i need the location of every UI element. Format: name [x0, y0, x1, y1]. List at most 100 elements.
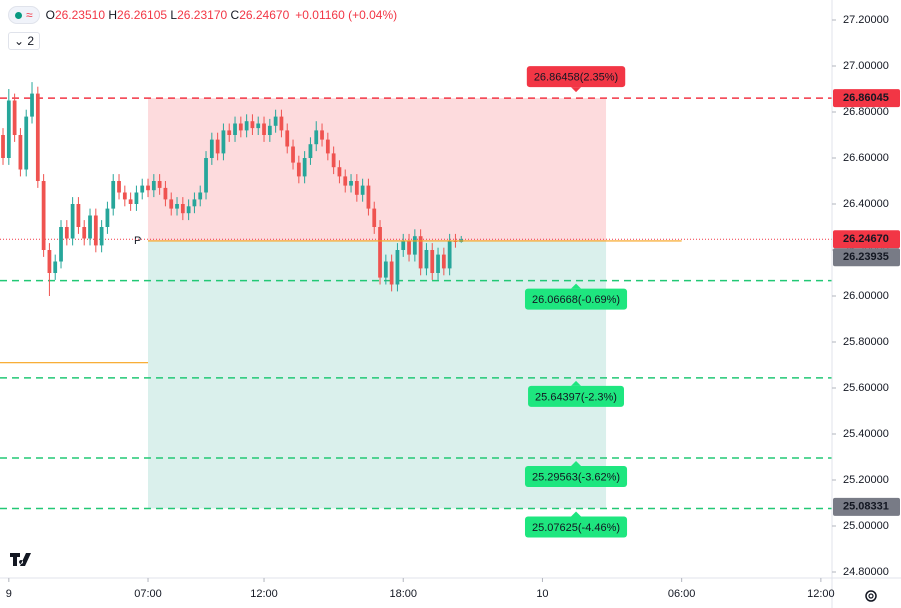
candle-body — [59, 227, 63, 262]
candle-body — [99, 227, 104, 246]
candle-body — [76, 204, 81, 227]
level-label-text: 26.86458(2.35%) — [534, 72, 618, 84]
candle-body — [198, 192, 203, 200]
y-tick-label: 26.40000 — [843, 198, 889, 210]
x-tick-label: 18:00 — [389, 588, 417, 600]
level-label: 25.07625(-4.46%) — [524, 511, 628, 538]
y-tick-label: 25.40000 — [843, 428, 889, 440]
y-tick-label: 27.00000 — [843, 60, 889, 72]
x-tick-label: 12:00 — [807, 588, 835, 600]
candle-body — [360, 185, 365, 195]
candle-body — [169, 199, 174, 209]
candle-body — [227, 130, 232, 135]
indicator-count[interactable]: ⌄ 2 — [8, 32, 41, 50]
price-tag-label: 26.24670 — [843, 233, 889, 245]
y-tick-label: 25.00000 — [843, 520, 889, 532]
x-tick-label: 12:00 — [250, 588, 278, 600]
y-tick-label: 24.80000 — [843, 566, 889, 578]
ohlc-key: C — [230, 8, 240, 22]
level-label-pointer — [571, 283, 582, 289]
level-label-box — [524, 466, 628, 488]
candle-body — [412, 236, 417, 255]
candle-body — [256, 123, 261, 129]
candle-body — [238, 123, 243, 131]
candle-body — [436, 254, 440, 273]
y-tick-label: 25.80000 — [843, 336, 889, 348]
candle-body — [140, 185, 145, 193]
y-tick-label: 26.00000 — [843, 290, 889, 302]
level-label-text: 26.06668(-0.69%) — [532, 294, 620, 306]
level-label-pointer — [571, 87, 582, 93]
candle-body — [146, 185, 150, 191]
candle-body — [337, 167, 342, 177]
settings-icon[interactable] — [865, 590, 877, 602]
candle-body — [447, 240, 452, 269]
profit-zone — [148, 98, 607, 241]
loss-zone — [148, 240, 607, 509]
price-tag — [833, 89, 900, 108]
plot-area: P — [0, 82, 832, 510]
candle-body — [53, 261, 58, 273]
y-tick-label: 25.60000 — [843, 382, 889, 394]
symbol-status[interactable]: ≈ — [8, 6, 40, 24]
candle-body — [424, 250, 429, 269]
ohlc-key: H — [108, 8, 118, 22]
candle-body — [215, 139, 220, 154]
level-label-text: 25.64397(-2.3%) — [535, 391, 617, 403]
price-tag-label: 25.08331 — [843, 501, 889, 513]
candle-body — [209, 139, 214, 158]
x-tick-label: 9 — [6, 588, 12, 600]
level-label-box — [524, 288, 628, 310]
level-label: 25.29563(-3.62%) — [524, 461, 628, 488]
candle-body — [128, 199, 133, 204]
level-label-text: 25.07625(-4.46%) — [532, 522, 620, 534]
candle-body — [331, 153, 336, 168]
candle-body — [18, 135, 23, 170]
candle-body — [151, 181, 156, 191]
candle-body — [233, 123, 237, 135]
candle-body — [441, 254, 446, 269]
candle-body — [262, 123, 266, 135]
ohlc-value: 26.23170 — [177, 8, 228, 22]
change: +0.01160 (+0.04%) — [295, 8, 398, 22]
candle-body — [354, 181, 359, 195]
candle-body — [285, 130, 290, 147]
candle-body — [372, 208, 377, 227]
price-tag-label: 26.86045 — [843, 92, 889, 104]
level-label-pointer — [571, 380, 582, 386]
level-label: 26.06668(-0.69%) — [524, 283, 628, 310]
logo[interactable] — [10, 553, 31, 566]
candle-body — [93, 215, 98, 246]
ohlc-value: 26.24670 — [239, 8, 290, 22]
candle-body — [6, 100, 11, 158]
x-tick-label: 07:00 — [134, 588, 162, 600]
candle-body — [250, 121, 255, 129]
candle-body — [267, 125, 272, 135]
level-label-box — [524, 516, 628, 538]
candle-body — [395, 250, 400, 285]
candle-body — [1, 135, 5, 158]
level-label-text: 25.29563(-3.62%) — [532, 471, 620, 483]
legend-header: ≈ O26.23510 H26.26105 L26.23170 C26.2467… — [8, 6, 397, 24]
candle-body — [302, 158, 307, 177]
candle-body — [273, 116, 278, 126]
candle-body — [157, 181, 162, 188]
price-tag — [833, 497, 900, 516]
candle-body — [401, 240, 406, 250]
ohlc-values: O26.23510 H26.26105 L26.23170 C26.24670 — [46, 8, 290, 22]
candle-body — [389, 261, 394, 285]
price-tag-label: 26.23935 — [843, 251, 889, 263]
candle-body — [122, 192, 127, 200]
y-tick-label: 26.80000 — [843, 106, 889, 118]
candle-body — [418, 236, 423, 269]
candle-body — [383, 261, 388, 278]
level-label: 26.86458(2.35%) — [526, 66, 626, 93]
candle-body — [221, 130, 226, 154]
candle-body — [12, 100, 17, 135]
y-tick-label: 26.60000 — [843, 152, 889, 164]
entry-marker: P — [134, 235, 141, 247]
candle-body — [325, 139, 330, 154]
candle-body — [186, 206, 191, 214]
